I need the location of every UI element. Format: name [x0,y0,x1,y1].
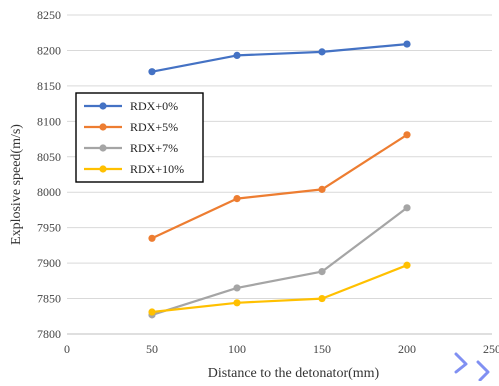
data-point [233,51,241,60]
legend-label: RDX+7% [130,141,178,155]
series-0 [148,40,411,76]
chevron-mark-icon [476,360,490,382]
series-line [151,43,408,73]
series-line [151,264,408,314]
y-tick-label: 7900 [37,256,61,270]
legend-swatch-marker [99,123,107,131]
x-tick-label: 50 [146,342,158,356]
axes: 7800 7850 7900 7950 8000 8050 8100 8150 8200 8250… [9,8,499,381]
series-lines [148,40,411,319]
data-point [403,40,411,48]
legend-swatch-marker [99,144,107,152]
x-axis-title: Distance to the detonator(mm) [208,366,380,381]
y-tick-label: 8100 [37,114,61,128]
data-point [233,195,241,203]
x-tick-label: 250 [483,342,499,356]
data-point [148,68,156,76]
data-point [403,131,411,139]
legend-swatch-marker [99,165,107,173]
y-tick-label: 8250 [37,8,61,22]
x-tick-label: 100 [228,342,246,356]
chevron-mark-icon [454,352,468,374]
data-point [403,204,411,212]
y-tick-label: 8050 [37,150,61,164]
legend-swatch-marker [99,102,107,110]
series-3 [148,261,411,316]
series-1 [148,131,411,242]
legend-label: RDX+10% [130,162,184,176]
y-tick-label: 8200 [37,43,61,57]
x-tick-label: 0 [64,342,70,356]
data-point [148,234,156,242]
data-point [318,294,326,303]
y-tick-label: 7800 [37,327,61,341]
data-point [403,261,411,269]
x-tick-label: 150 [313,342,331,356]
y-tick-label: 7850 [37,292,61,306]
x-tick-label: 200 [398,342,416,356]
data-point [233,284,241,292]
y-axis-title: Explosive speed(m/s) [9,124,24,245]
legend: RDX+0% RDX+5% RDX+7% RDX+10% [75,92,204,183]
series-2 [148,204,411,319]
data-point [148,308,156,316]
series-line [151,133,408,240]
y-tick-label: 7950 [37,221,61,235]
data-point [318,268,326,276]
legend-label: RDX+0% [130,99,178,113]
decorations [454,352,490,382]
data-point [318,48,326,56]
y-tick-label: 8000 [37,185,61,199]
legend-box [75,92,204,183]
series-line [151,206,408,316]
y-tick-label: 8150 [37,79,61,93]
data-point [233,299,241,307]
legend-label: RDX+5% [130,120,178,134]
data-point [318,185,326,193]
